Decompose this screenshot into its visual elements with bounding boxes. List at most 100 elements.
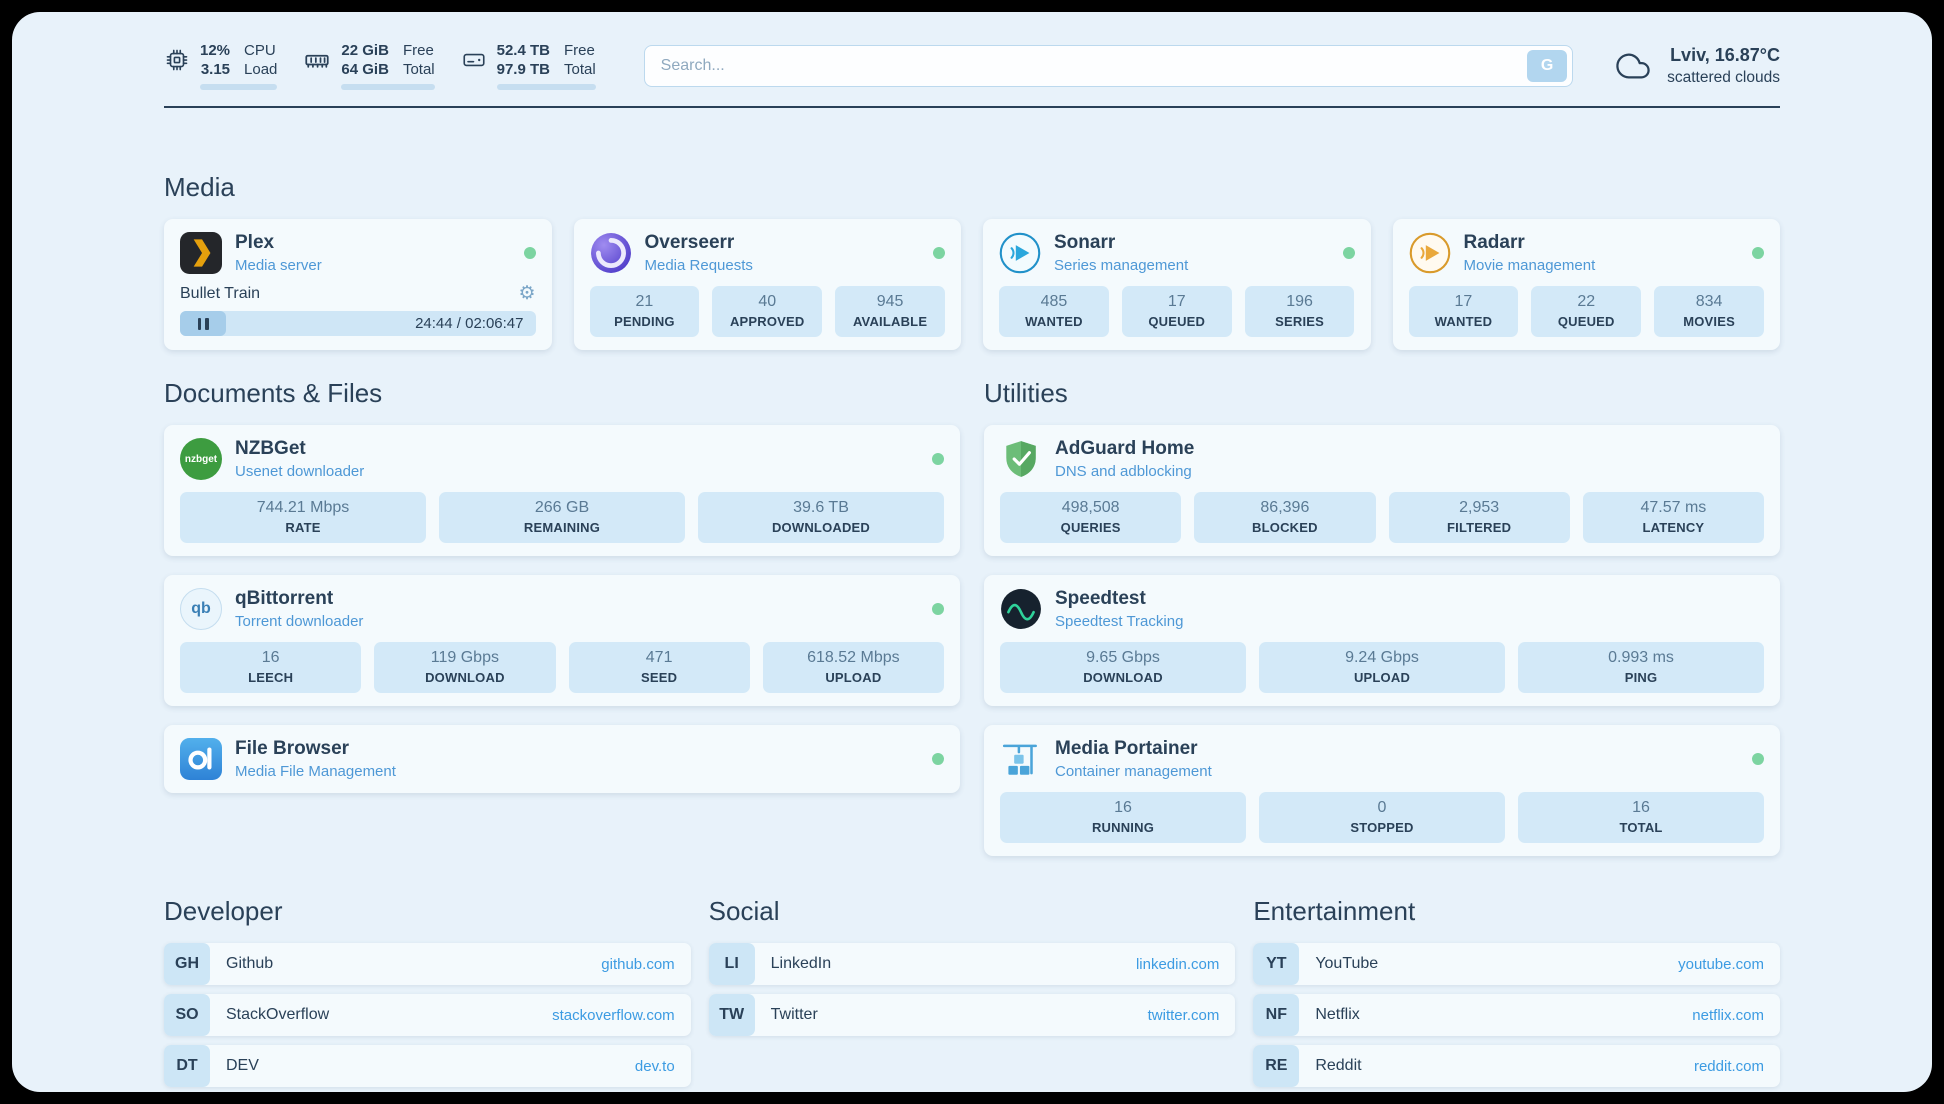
- section-title-media: Media: [164, 172, 235, 202]
- stat-label: DOWNLOAD: [425, 670, 505, 685]
- app-subtitle: Usenet downloader: [235, 463, 365, 480]
- section-title-documents: Documents & Files: [164, 378, 383, 408]
- stat-rate: 744.21 Mbps RATE: [180, 492, 426, 543]
- stat-label: REMAINING: [523, 520, 601, 535]
- status-dot: [932, 753, 944, 765]
- bookmark-stackoverflow[interactable]: SO StackOverflow stackoverflow.com: [164, 994, 691, 1036]
- stats-row: 744.21 Mbps RATE 266 GB REMAINING 39.6 T…: [180, 492, 944, 543]
- app-name: Media Portainer: [1055, 738, 1198, 759]
- stat-value: 471: [645, 649, 673, 666]
- app-card-header: File Browser Media File Management: [180, 738, 944, 780]
- stat-label: DOWNLOADED: [771, 520, 871, 535]
- app-name: NZBGet: [235, 438, 306, 459]
- stat-ping: 0.993 ms PING: [1518, 642, 1764, 693]
- stat-value: 119 Gbps: [430, 649, 499, 666]
- search-bar: G: [643, 45, 1574, 87]
- app-card-filebrowser[interactable]: File Browser Media File Management: [164, 725, 960, 793]
- app-name: AdGuard Home: [1055, 438, 1195, 459]
- cloud-icon: [1616, 53, 1650, 79]
- stat-approved: 40 APPROVED: [712, 286, 823, 337]
- disk-widget: 52.4 TB Free 97.9 TB Total: [461, 42, 596, 90]
- app-card-overseerr[interactable]: Overseerr Media Requests 21 PENDING 40 A…: [573, 219, 961, 350]
- bookmark-youtube[interactable]: YT YouTube youtube.com: [1253, 943, 1780, 985]
- app-meta: Radarr Movie management: [1464, 232, 1596, 274]
- stats-row: 21 PENDING 40 APPROVED 945 AVAILABLE: [589, 286, 946, 337]
- cpu-load-value: 3.15: [200, 61, 231, 78]
- app-card-portainer[interactable]: Media Portainer Container management 16 …: [984, 725, 1780, 856]
- app-card-radarr[interactable]: Radarr Movie management 17 WANTED 22 QUE…: [1392, 219, 1780, 350]
- stat-pending: 21 PENDING: [589, 286, 700, 337]
- stat-blocked: 86,396 BLOCKED: [1194, 492, 1376, 543]
- cpu-usage-value: 12%: [200, 42, 231, 59]
- stat-queued: 17 QUEUED: [1121, 286, 1232, 337]
- stat-value: 618.52 Mbps: [807, 649, 900, 666]
- stat-value: 9.65 Gbps: [1086, 649, 1160, 666]
- pause-button[interactable]: [180, 311, 227, 336]
- bookmark-url: stackoverflow.com: [552, 1006, 675, 1024]
- bookmark-badge: GH: [164, 943, 210, 985]
- cpu-load-label: Load: [244, 61, 278, 78]
- stat-total: 16 TOTAL: [1518, 792, 1764, 843]
- bookmark-reddit[interactable]: RE Reddit reddit.com: [1253, 1045, 1780, 1087]
- bookmark-twitter[interactable]: TW Twitter twitter.com: [708, 994, 1236, 1036]
- app-card-qbittorrent[interactable]: qb qBittorrent Torrent downloader 16 LEE…: [164, 575, 960, 706]
- pause-icon: [197, 317, 202, 330]
- stat-available: 945 AVAILABLE: [835, 286, 945, 337]
- app-card-header: qb qBittorrent Torrent downloader: [180, 588, 944, 630]
- bookmark-name: YouTube: [1315, 955, 1379, 972]
- stats-row: 498,508 QUERIES 86,396 BLOCKED 2,953 FIL…: [1000, 492, 1764, 543]
- stat-value: 0.993 ms: [1608, 649, 1674, 666]
- bookmark-name: StackOverflow: [226, 1006, 330, 1023]
- app-subtitle: Series management: [1054, 257, 1189, 274]
- status-dot: [523, 247, 536, 259]
- adguard-shield-icon: [1000, 438, 1042, 480]
- app-card-adguard[interactable]: AdGuard Home DNS and adblocking 498,508 …: [984, 425, 1780, 556]
- stat-upload: 9.24 Gbps UPLOAD: [1259, 642, 1505, 693]
- app-name: Speedtest: [1055, 588, 1146, 609]
- app-card-speedtest[interactable]: Speedtest Speedtest Tracking 9.65 Gbps D…: [984, 575, 1780, 706]
- radarr-icon: [1409, 232, 1451, 274]
- status-dot: [932, 603, 944, 615]
- bookmark-url: reddit.com: [1693, 1057, 1764, 1075]
- stats-row: 16 RUNNING 0 STOPPED 16 TOTAL: [1000, 792, 1764, 843]
- app-subtitle: Media Requests: [644, 257, 753, 274]
- gear-icon[interactable]: ⚙: [518, 283, 536, 304]
- stat-label: FILTERED: [1447, 520, 1512, 535]
- plex-icon: [180, 232, 222, 274]
- disk-total-label: Total: [563, 61, 596, 78]
- bookmark-netflix[interactable]: NF Netflix netflix.com: [1253, 994, 1780, 1036]
- app-card-sonarr[interactable]: Sonarr Series management 485 WANTED 17 Q…: [983, 219, 1371, 350]
- stat-label: QUEUED: [1148, 314, 1206, 329]
- bookmark-dev[interactable]: DT DEV dev.to: [164, 1045, 691, 1087]
- app-meta: File Browser Media File Management: [235, 738, 396, 780]
- stat-queries: 498,508 QUERIES: [1000, 492, 1182, 543]
- stat-value: 16: [1632, 799, 1650, 816]
- bookmark-url: youtube.com: [1678, 955, 1764, 973]
- app-card-header: nzbget NZBGet Usenet downloader: [180, 438, 944, 480]
- disk-total-value: 97.9 TB: [496, 61, 550, 78]
- disk-progress-bar: [496, 84, 596, 90]
- stat-label: APPROVED: [729, 314, 805, 329]
- app-card-nzbget[interactable]: nzbget NZBGet Usenet downloader 744.21 M…: [164, 425, 960, 556]
- bookmark-linkedin[interactable]: LI LinkedIn linkedin.com: [708, 943, 1236, 985]
- app-card-plex[interactable]: Plex Media server Bullet Train ⚙: [164, 219, 552, 350]
- search-input[interactable]: [643, 45, 1574, 87]
- bookmark-badge: DT: [164, 1045, 210, 1087]
- stat-value: 0: [1377, 799, 1387, 816]
- stat-label: QUERIES: [1060, 520, 1121, 535]
- bookmark-group-title: Social: [708, 896, 780, 926]
- stat-filtered: 2,953 FILTERED: [1388, 492, 1570, 543]
- section-title-utilities: Utilities: [984, 378, 1068, 408]
- weather-widget[interactable]: Lviv, 16.87°C scattered clouds: [1613, 45, 1780, 87]
- search-engine-button[interactable]: G: [1527, 50, 1568, 82]
- bookmark-badge: YT: [1253, 943, 1300, 985]
- cpu-widget: 12% CPU 3.15 Load: [164, 42, 278, 90]
- stat-label: TOTAL: [1619, 820, 1663, 835]
- playback-progress-bar[interactable]: 24:44 / 02:06:47: [180, 311, 536, 336]
- stat-running: 16 RUNNING: [1000, 792, 1246, 843]
- memory-total-value: 64 GiB: [341, 61, 389, 78]
- app-subtitle: Torrent downloader: [235, 613, 364, 630]
- bookmark-badge: LI: [708, 943, 755, 985]
- bookmark-github[interactable]: GH Github github.com: [164, 943, 691, 985]
- topbar: 12% CPU 3.15 Load 22 GiB Free 64 GiB: [164, 42, 1780, 90]
